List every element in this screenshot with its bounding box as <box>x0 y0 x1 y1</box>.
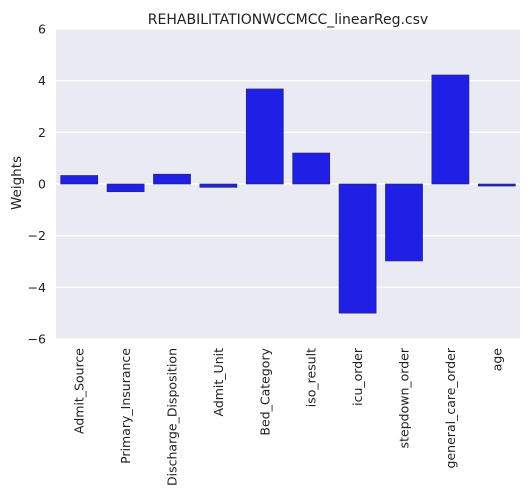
bar-Bed_Category <box>245 88 284 185</box>
bar-age <box>477 183 516 187</box>
x-tick-labels: Admit_Source Primary_Insurance Discharge_D… <box>72 347 505 486</box>
y-tick-label: 2 <box>38 125 46 140</box>
x-tick-label: general_care_order <box>443 347 458 468</box>
bar-stepdown_order <box>385 183 423 262</box>
y-axis-label: Weights <box>9 156 25 210</box>
x-tick-label: stepdown_order <box>397 347 412 448</box>
y-tick-label: 0 <box>38 177 46 192</box>
bar-Admit_Source <box>60 175 99 185</box>
x-tick-label: Bed_Category <box>257 347 272 435</box>
x-tick-label: iso_result <box>304 348 319 407</box>
x-tick-label: Discharge_Disposition <box>165 348 180 486</box>
bars <box>60 74 516 314</box>
bar-icu_order <box>338 183 377 314</box>
y-tick-label: 4 <box>38 73 46 88</box>
y-tick-label: −2 <box>28 228 46 243</box>
bar-Primary_Insurance <box>106 183 145 193</box>
x-tick-label: Admit_Unit <box>211 348 226 417</box>
y-tick-label: 6 <box>38 22 46 37</box>
bar-iso_result <box>292 152 331 185</box>
x-tick-label: age <box>489 348 504 372</box>
x-tick-label: Admit_Source <box>72 348 87 434</box>
y-tick-labels: −6 −4 −2 0 2 4 6 <box>28 22 46 347</box>
y-tick-label: −6 <box>28 332 46 347</box>
bar-Discharge_Disposition <box>153 173 191 185</box>
y-tick-label: −4 <box>28 280 46 295</box>
x-tick-label: icu_order <box>350 347 365 406</box>
bar-general_care_order <box>431 74 470 185</box>
bar-Admit_Unit <box>199 183 238 188</box>
chart-title: REHABILITATIONWCCMCC_linearReg.csv <box>148 12 428 28</box>
x-tick-label: Primary_Insurance <box>118 348 133 464</box>
